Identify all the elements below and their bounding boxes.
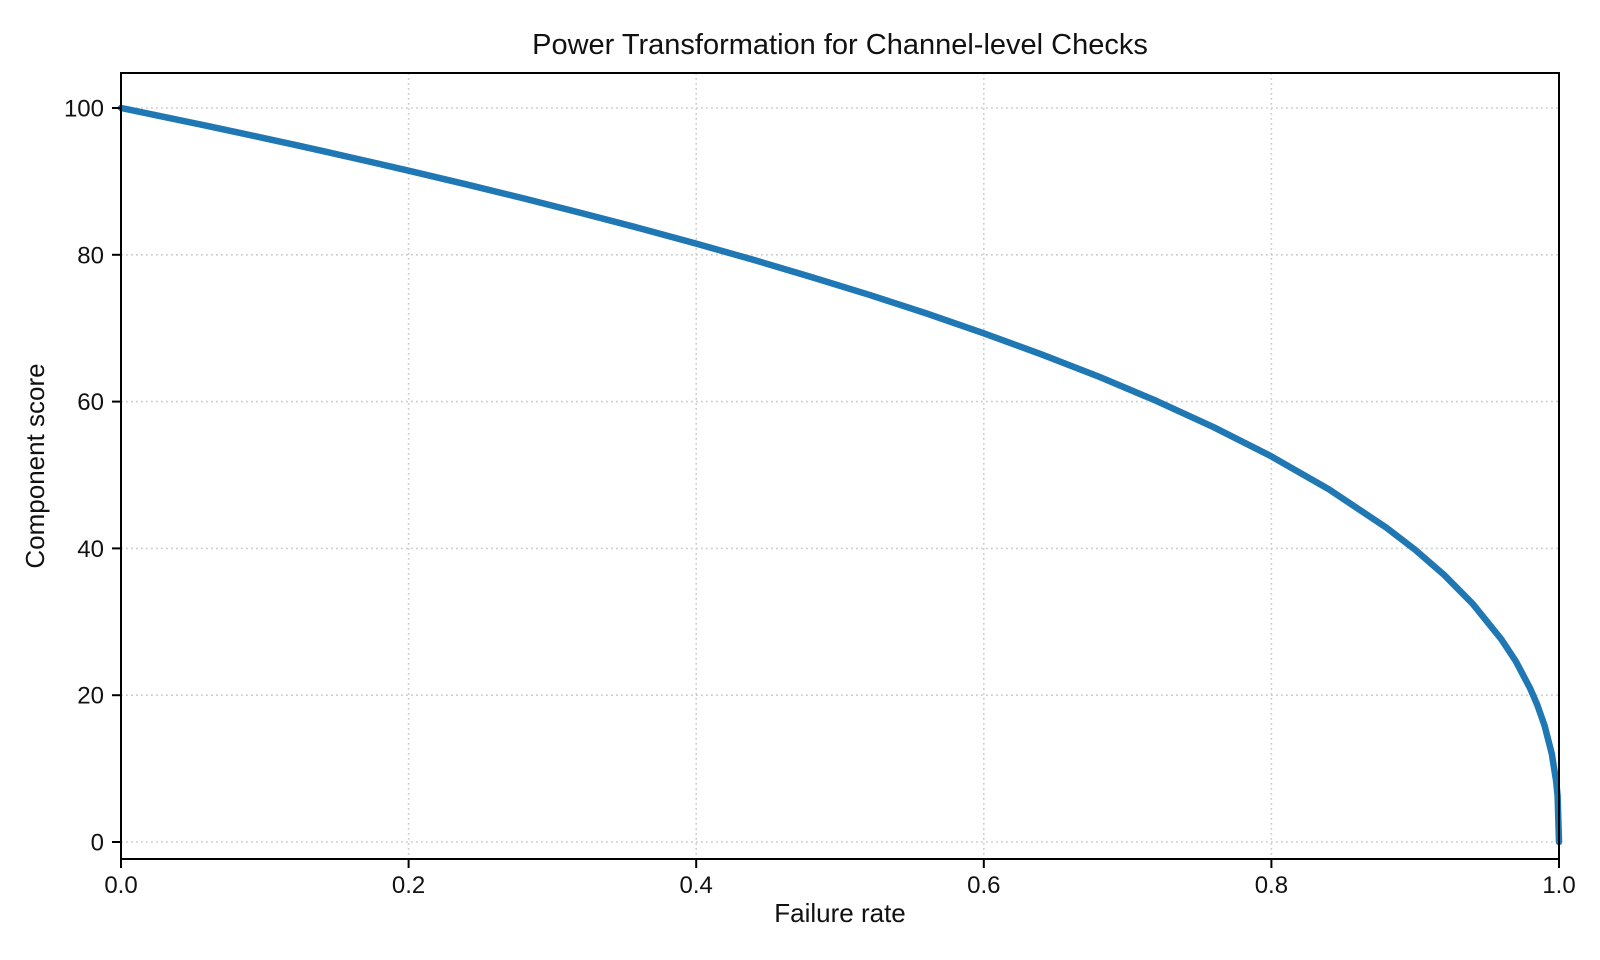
y-tick-label: 40 [77,536,104,563]
x-axis-label: Failure rate [774,898,906,928]
x-tick-label: 0.4 [680,872,713,899]
y-tick-label: 0 [91,830,104,857]
y-tick-label: 60 [77,389,104,416]
x-tick-label: 0.2 [392,872,425,899]
y-axis-label: Component score [20,363,50,568]
y-tick-label: 100 [64,96,104,123]
y-tick-label: 80 [77,242,104,269]
axis-ticks [112,107,1560,868]
power-curve-line [117,104,1563,846]
y-tick-label: 20 [77,683,104,710]
x-tick-label: 0.8 [1255,872,1288,899]
x-tick-label: 0.0 [104,872,137,899]
y-tick-labels: 0 20 40 60 80 100 [64,96,104,857]
plot-border [120,72,1560,860]
chart-title: Power Transformation for Channel-level C… [532,29,1148,61]
x-tick-label: 1.0 [1542,872,1575,899]
gridlines [120,73,1560,859]
x-tick-labels: 0.0 0.2 0.4 0.6 0.8 1.0 [104,872,1575,899]
x-tick-label: 0.6 [967,872,1000,899]
